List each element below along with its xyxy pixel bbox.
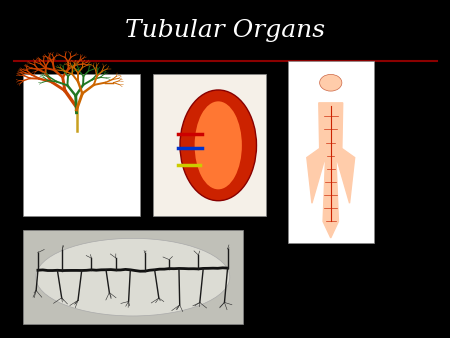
Polygon shape [307,103,355,238]
Ellipse shape [180,90,256,201]
FancyBboxPatch shape [22,74,140,216]
FancyBboxPatch shape [22,230,243,324]
Text: Tubular Organs: Tubular Organs [125,19,325,42]
FancyBboxPatch shape [153,74,266,216]
Circle shape [320,74,342,91]
Ellipse shape [194,101,242,189]
Ellipse shape [36,238,230,316]
FancyBboxPatch shape [288,61,374,243]
